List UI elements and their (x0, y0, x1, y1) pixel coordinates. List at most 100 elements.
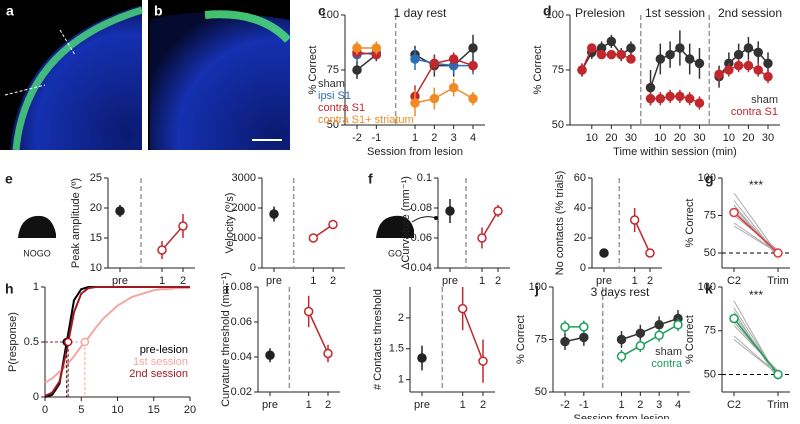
point (468, 43, 478, 53)
point (429, 93, 440, 104)
y-tick-label: 1.5 (389, 343, 404, 355)
series-line (307, 311, 329, 354)
series-line (461, 308, 484, 362)
y-tick-label: 0.06 (411, 232, 432, 244)
annotation: *** (749, 288, 763, 302)
point (626, 54, 636, 64)
panel-label: h (5, 281, 14, 297)
point (371, 43, 382, 53)
point (596, 49, 607, 60)
y-tick-label: 20 (574, 232, 586, 244)
annotation: 1 day rest (394, 6, 447, 20)
point (577, 65, 587, 75)
point (773, 248, 783, 258)
pole (434, 216, 438, 220)
point (560, 336, 570, 347)
threshold-drop (45, 341, 86, 397)
point (763, 71, 773, 82)
y-tick-label: 0.08 (411, 202, 432, 214)
point (729, 313, 739, 324)
x-tick-label: 2 (180, 275, 186, 287)
point (655, 54, 666, 64)
x-axis-label: Session from lesion (367, 146, 463, 158)
legend-label: sham (655, 346, 682, 358)
y-tick-label: 2 (398, 312, 404, 324)
x-tick-label: pre (442, 275, 458, 287)
y-tick-label: 50 (704, 247, 716, 259)
x-tick-label: 30 (625, 132, 637, 144)
panel-label: a (6, 3, 14, 19)
point (616, 49, 626, 60)
annotation: Prelesion (575, 6, 625, 20)
point (773, 369, 783, 380)
point (763, 58, 773, 69)
x-tick-label: 2 (480, 399, 486, 411)
point (733, 60, 744, 71)
y-axis-label: % Correct (515, 315, 527, 364)
y-tick-label: 25 (90, 172, 102, 184)
y-axis-label: Curvature threshold (mm⁻¹) (220, 272, 232, 407)
x-tick-label: -1 (371, 132, 381, 144)
y-tick-label: 50 (535, 386, 547, 398)
x-axis-label: Session from lesion (574, 413, 670, 419)
brain-b (150, 12, 290, 150)
point (626, 43, 636, 53)
y-axis-label: % Correct (684, 315, 696, 364)
point (579, 332, 589, 343)
legend-label: contra S1 (731, 106, 778, 118)
x-tick-label: 30 (693, 132, 705, 144)
point (178, 221, 188, 231)
point (616, 334, 627, 345)
y-tick-label: 100 (529, 281, 547, 293)
x-tick-label: 1 (159, 275, 165, 287)
point (352, 43, 362, 53)
y-tick-label: 15 (90, 232, 102, 244)
panel-label: g (705, 171, 714, 187)
point (645, 93, 656, 104)
y-axis-label: % Correct (307, 46, 319, 95)
annotation: 3 days rest (591, 285, 650, 299)
individual-line (733, 325, 779, 372)
x-tick-label: 2 (431, 132, 437, 144)
x-tick-label: -2 (352, 132, 362, 144)
x-tick-label: 2 (330, 275, 336, 287)
y-tick-label: 1 (398, 374, 404, 386)
icon-label: NOGO (23, 248, 51, 258)
y-tick-label: 0 (33, 391, 39, 403)
point (694, 58, 705, 69)
point (665, 49, 675, 60)
point (655, 93, 666, 104)
y-tick-label: 40 (574, 202, 586, 214)
x-tick-label: 3 (451, 132, 457, 144)
panel-label: d (543, 3, 552, 19)
y-tick-label: 0.08 (231, 281, 252, 293)
point (675, 91, 685, 102)
y-tick-label: 10 (90, 262, 102, 274)
y-tick-label: 75 (704, 325, 716, 337)
individual-line (733, 204, 779, 258)
x-tick-label: 20 (184, 404, 196, 416)
annotation: 2nd session (718, 6, 782, 20)
x-tick-label: 20 (605, 132, 617, 144)
x-tick-label: C2 (727, 275, 741, 287)
point (478, 356, 488, 366)
point (269, 209, 279, 219)
point (635, 328, 646, 338)
s1-label-b (204, 10, 291, 43)
y-axis-label: ΔCurvature (mm⁻¹) (400, 176, 412, 270)
y-tick-label: 0.1 (417, 172, 432, 184)
x-tick-label: -2 (560, 399, 570, 411)
x-tick-label: 1 (460, 399, 466, 411)
point (448, 54, 459, 64)
y-tick-label: 100 (321, 9, 339, 21)
x-tick-label: 1 (306, 399, 312, 411)
y-tick-label: 0.06 (231, 316, 252, 328)
point (417, 353, 427, 363)
x-tick-label: pre (112, 275, 128, 287)
point (684, 54, 695, 64)
x-tick-label: 10 (654, 132, 666, 144)
x-tick-label: 3 (656, 399, 662, 411)
point (115, 206, 125, 216)
x-tick-label: 2 (647, 275, 653, 287)
point (328, 219, 338, 230)
